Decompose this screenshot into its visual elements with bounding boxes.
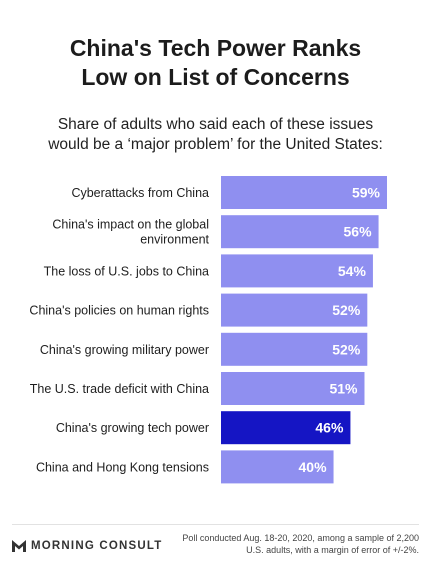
category-label: Cyberattacks from China (71, 186, 209, 200)
chart-title-line-1: China's Tech Power Ranks (69, 35, 362, 61)
bar (221, 176, 387, 209)
chart-subtitle: Share of adults who said each of these i… (0, 115, 431, 155)
bar-value-label: 52% (332, 302, 361, 318)
source-footnote: Poll conducted Aug. 18-20, 2020, among a… (174, 533, 419, 556)
morning-consult-m-logo-icon (12, 540, 26, 552)
bar (221, 215, 379, 249)
bar-row: 40% China and Hong Kong tensions (36, 450, 334, 484)
bar-value-label: 46% (315, 420, 344, 436)
bar-highlighted (221, 411, 351, 445)
bar-row: 52% China's growing military power (40, 332, 368, 366)
category-label: China's growing military power (40, 343, 209, 357)
footnote-line-1: Poll conducted Aug. 18-20, 2020, among a… (182, 533, 419, 543)
bar (221, 372, 365, 405)
bar-value-label: 59% (352, 185, 381, 201)
logo-text: MORNING CONSULT (31, 540, 163, 552)
bar-value-label: 51% (329, 381, 358, 397)
bar-row: 56% China's impact on the globalenvironme… (52, 215, 379, 249)
chart-subtitle-line-2: would be a ‘major problem’ for the Unite… (48, 136, 383, 153)
chart-subtitle-line-1: Share of adults who said each of these i… (57, 116, 374, 133)
bar-value-label: 40% (299, 459, 328, 475)
bar-chart: 59% Cyberattacks from China 56% China's imp… (29, 176, 387, 484)
bar (221, 332, 368, 366)
bar-row: 54% The loss of U.S. jobs to China (44, 254, 373, 288)
bar-row: 59% Cyberattacks from China (71, 176, 387, 209)
category-label: The loss of U.S. jobs to China (44, 264, 209, 278)
category-label: environment (140, 233, 209, 247)
bar-row: 52% China's policies on human rights (29, 293, 368, 327)
category-label: China's growing tech power (56, 421, 209, 435)
bar-value-label: 56% (344, 224, 373, 240)
footnote-line-2: U.S. adults, with a margin of error of +… (246, 544, 419, 555)
bar-value-label: 52% (332, 341, 361, 357)
chart-title-line-2: Low on List of Concerns (81, 64, 350, 90)
bar (221, 293, 368, 327)
category-label: China and Hong Kong tensions (36, 460, 209, 474)
bar-value-label: 54% (338, 263, 367, 279)
morning-consult-logo: MORNING CONSULT (12, 540, 163, 552)
bar-row: 46% China's growing tech power (56, 411, 351, 445)
category-label: China's impact on the global (52, 218, 209, 232)
bar-row: 51% The U.S. trade deficit with China (30, 372, 365, 405)
chart-title: China's Tech Power Ranks Low on List of … (0, 34, 431, 92)
category-label: The U.S. trade deficit with China (30, 382, 209, 396)
bar (221, 254, 373, 288)
category-label: China's policies on human rights (29, 304, 209, 318)
footer-divider (12, 524, 419, 525)
bar (221, 450, 334, 484)
